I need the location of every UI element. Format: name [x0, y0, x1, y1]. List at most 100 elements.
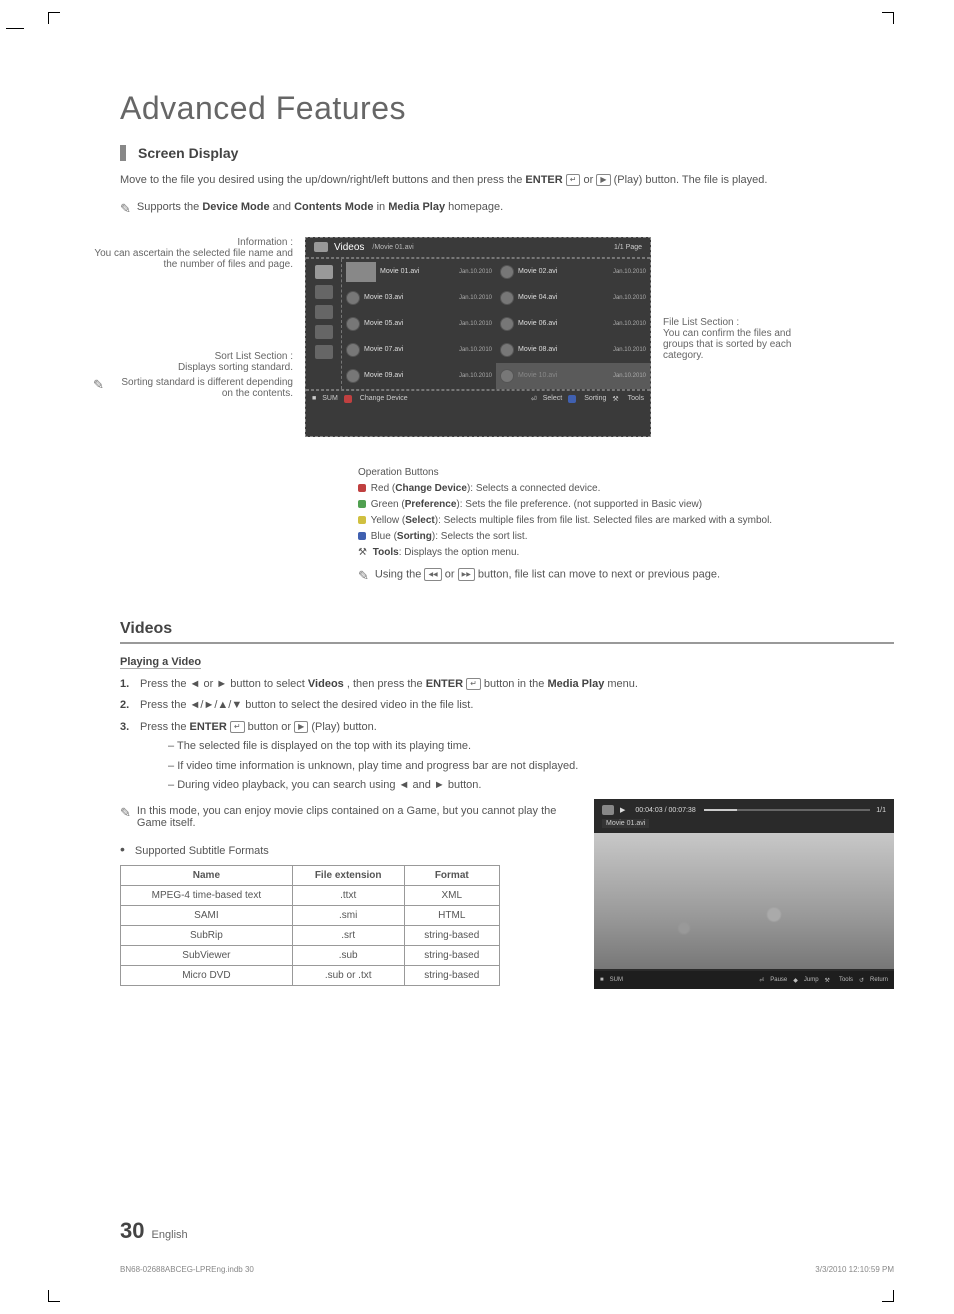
file-icon: [346, 369, 360, 383]
text: and: [273, 201, 294, 213]
table-cell: SubRip: [121, 926, 293, 946]
diagram: Information : You can ascertain the sele…: [120, 237, 894, 437]
sort-icon[interactable]: [315, 305, 333, 319]
step-2: Press the ◄/►/▲/▼ button to select the d…: [120, 698, 894, 713]
sort-icon[interactable]: [315, 325, 333, 339]
sum-label: SUM: [610, 977, 623, 983]
note-icon: [120, 201, 137, 217]
table-header: Format: [404, 866, 499, 886]
file-name: Movie 03.avi: [364, 294, 455, 301]
preference-bold: Preference: [405, 499, 457, 510]
table-row: SAMI.smiHTML: [121, 906, 500, 926]
game-note: In this mode, you can enjoy movie clips …: [120, 805, 574, 829]
text: Using the: [375, 568, 425, 580]
file-row[interactable]: Movie 05.aviJan.10.2010Movie 06.aviJan.1…: [342, 311, 650, 337]
file-icon: [500, 265, 514, 279]
file-name: Movie 01.avi: [380, 268, 455, 275]
intro-paragraph: Move to the file you desired using the u…: [120, 173, 894, 189]
tools-label[interactable]: Tools: [839, 977, 853, 983]
file-date: Jan.10.2010: [613, 373, 646, 379]
file-name: Movie 07.avi: [364, 346, 455, 353]
sort-icon[interactable]: [315, 285, 333, 299]
vp-page: 1/1: [876, 807, 886, 814]
progress-bar[interactable]: [704, 809, 871, 811]
table-cell: MPEG-4 time-based text: [121, 886, 293, 906]
footer-timestamp: 3/3/2010 12:10:59 PM: [815, 1265, 894, 1274]
mp-title: Videos: [334, 242, 364, 253]
file-list-section[interactable]: Movie 01.avi Jan.10.2010 Movie 02.avi Jan.1…: [342, 259, 650, 389]
sorting-label[interactable]: Sorting: [584, 395, 606, 402]
badge-d-icon: [568, 395, 576, 403]
filelist-callout-title: File List Section :: [663, 317, 739, 328]
select-label[interactable]: Select: [543, 395, 562, 402]
text: (Play) button.: [311, 721, 376, 733]
jump-label[interactable]: Jump: [804, 977, 819, 983]
text: button or: [248, 721, 294, 733]
sort-icon[interactable]: [315, 345, 333, 359]
vp-filename: Movie 01.avi: [602, 819, 649, 828]
progress-fill: [704, 809, 737, 811]
table-cell: .sub: [292, 946, 404, 966]
table-header: File extension: [292, 866, 404, 886]
videos-icon: [314, 242, 328, 252]
steps-list: Press the ◄ or ► button to select Videos…: [120, 677, 894, 793]
badge-b-icon: [358, 500, 366, 508]
file-row[interactable]: Movie 01.aviJan.10.2010Movie 02.aviJan.1…: [342, 259, 650, 285]
enter-icon: ⏎: [531, 395, 537, 403]
file-row[interactable]: Movie 07.aviJan.10.2010Movie 08.aviJan.1…: [342, 337, 650, 363]
nav-icon: ◆: [793, 977, 798, 984]
file-icon: [346, 291, 360, 305]
table-header: Name: [121, 866, 293, 886]
file-date: Jan.10.2010: [613, 269, 646, 275]
file-date: Jan.10.2010: [459, 373, 492, 379]
sort-icon[interactable]: [315, 265, 333, 279]
note-body: Supports the Device Mode and Contents Mo…: [137, 201, 503, 213]
pause-label[interactable]: Pause: [770, 977, 787, 983]
text: ): Selects a connected device.: [467, 483, 600, 494]
file-date: Jan.10.2010: [459, 347, 492, 353]
fastforward-icon: [458, 568, 475, 581]
file-name: Movie 02.avi: [518, 268, 609, 275]
mp-page-indicator: 1/1 Page: [614, 244, 642, 251]
rewind-icon: [424, 568, 441, 581]
file-icon: [346, 343, 360, 357]
sum-label: SUM: [322, 395, 338, 402]
return-icon: ↺: [859, 977, 864, 984]
text: Press the: [140, 721, 190, 733]
device-mode-label: Device Mode: [202, 201, 269, 213]
text: ): Selects the sort list.: [432, 531, 528, 542]
text: in: [377, 201, 389, 213]
play-icon: [596, 174, 610, 186]
print-footer: BN68-02688ABCEG-LPREng.indb 30 3/3/2010 …: [120, 1265, 894, 1274]
text: Red (: [371, 483, 395, 494]
footer-filename: BN68-02688ABCEG-LPREng.indb 30: [120, 1265, 254, 1274]
return-label[interactable]: Return: [870, 977, 888, 983]
text: Blue (: [371, 531, 397, 542]
change-device-label[interactable]: Change Device: [360, 395, 408, 402]
operation-buttons-callout: Operation Buttons Red (Change Device): S…: [358, 467, 894, 584]
file-row[interactable]: Movie 09.aviJan.10.2010Movie 10.aviJan.1…: [342, 363, 650, 389]
table-cell: string-based: [404, 926, 499, 946]
sum-icon: ■: [600, 977, 604, 983]
mp-body: Movie 01.avi Jan.10.2010 Movie 02.avi Jan.1…: [306, 258, 650, 390]
videos-icon: [602, 805, 614, 815]
step-3: Press the ENTER button or (Play) button.…: [120, 720, 894, 794]
file-name: Movie 09.avi: [364, 372, 455, 379]
file-icon: [500, 317, 514, 331]
file-date: Jan.10.2010: [613, 295, 646, 301]
bullet-list: Supported Subtitle Formats: [120, 841, 574, 857]
file-row[interactable]: Movie 03.aviJan.10.2010Movie 04.aviJan.1…: [342, 285, 650, 311]
badge-d-icon: [358, 532, 366, 540]
text: : Displays the option menu.: [399, 547, 520, 558]
video-frame: [594, 833, 894, 969]
enter-icon: [466, 678, 481, 690]
enter-bold: ENTER: [426, 678, 463, 690]
sort-list-section[interactable]: [306, 259, 342, 389]
left-callouts: Information : You can ascertain the sele…: [120, 237, 305, 437]
table-cell: .srt: [292, 926, 404, 946]
file-icon: [500, 369, 514, 383]
tools-label[interactable]: Tools: [628, 395, 644, 402]
section-mark: [120, 145, 126, 161]
filelist-callout-body: You can confirm the files and groups tha…: [663, 328, 791, 361]
media-play-label: Media Play: [388, 201, 445, 213]
